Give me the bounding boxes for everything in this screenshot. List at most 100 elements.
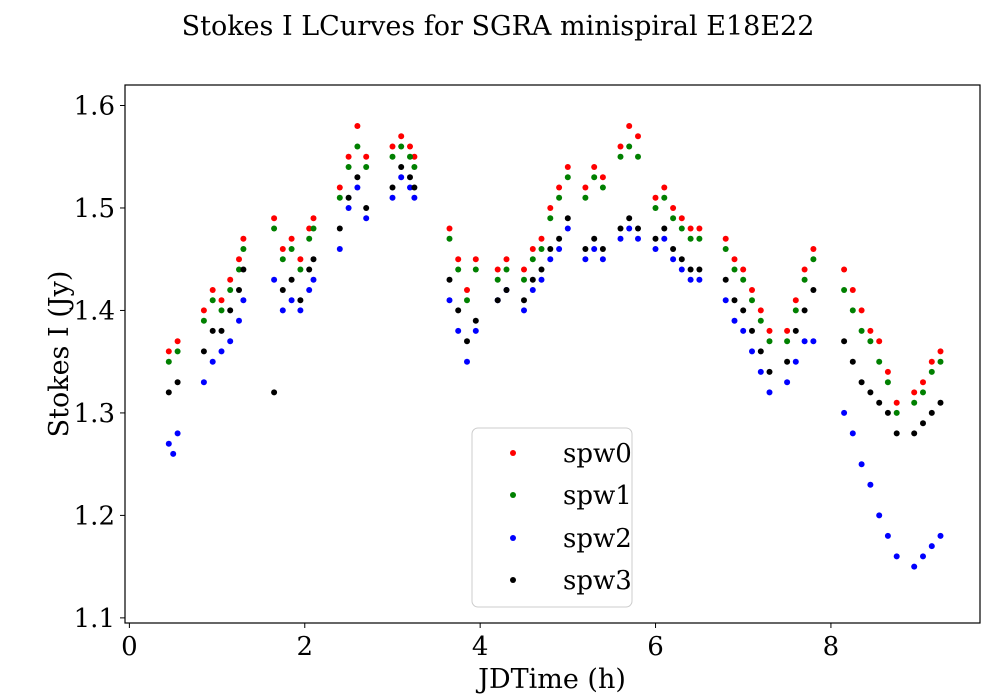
data-point-spw2 (591, 246, 598, 252)
data-point-spw2 (389, 194, 396, 201)
data-point-spw3 (582, 246, 589, 252)
data-point-spw0 (236, 256, 242, 263)
data-point-spw2 (876, 512, 883, 519)
y-tick-label: 1.2 (74, 501, 115, 531)
data-point-spw2 (652, 246, 659, 252)
data-point-spw0 (174, 338, 181, 345)
data-point-spw0 (810, 246, 817, 252)
data-point-spw1 (599, 184, 606, 191)
data-point-spw3 (494, 297, 501, 304)
y-axis-label: Stokes I (Jy) (44, 271, 75, 438)
data-point-spw1 (841, 287, 848, 293)
data-point-spw3 (288, 276, 295, 283)
data-point-spw0 (547, 205, 554, 211)
data-point-spw2 (792, 358, 799, 365)
data-point-spw1 (670, 215, 677, 222)
data-point-spw3 (218, 327, 225, 334)
data-point-spw0 (920, 379, 926, 386)
data-point-spw2 (617, 235, 624, 242)
data-point-spw0 (784, 327, 791, 334)
data-point-spw1 (722, 246, 729, 252)
data-point-spw3 (678, 256, 685, 263)
data-point-spw0 (227, 276, 234, 283)
data-point-spw1 (920, 389, 926, 396)
data-point-spw1 (784, 338, 791, 345)
data-point-spw1 (591, 174, 598, 181)
data-point-spw0 (271, 215, 278, 222)
data-point-spw2 (209, 358, 216, 365)
data-point-spw3 (858, 379, 865, 386)
data-point-spw0 (240, 235, 247, 242)
data-point-spw2 (556, 246, 563, 252)
data-point-spw3 (591, 235, 598, 242)
data-point-spw0 (766, 327, 773, 334)
data-point-spw0 (503, 256, 510, 263)
data-point-spw2 (696, 276, 703, 283)
data-point-spw0 (538, 235, 545, 242)
data-point-spw0 (297, 256, 304, 263)
data-point-spw3 (766, 368, 773, 375)
data-point-spw0 (928, 358, 935, 365)
data-point-spw3 (556, 235, 563, 242)
data-point-spw1 (696, 235, 703, 242)
data-point-spw1 (240, 246, 247, 252)
data-point-spw3 (521, 297, 527, 304)
data-point-spw1 (521, 276, 527, 283)
data-point-spw3 (937, 399, 944, 406)
data-point-spw2 (297, 307, 304, 314)
data-point-spw1 (271, 225, 278, 232)
data-point-spw2 (174, 430, 181, 437)
data-point-spw3 (849, 358, 856, 365)
data-point-spw0 (731, 256, 738, 263)
data-point-spw1 (354, 143, 361, 150)
data-point-spw3 (336, 225, 343, 232)
data-point-spw3 (446, 276, 453, 283)
data-point-spw0 (749, 287, 755, 293)
data-point-spw2 (363, 215, 370, 222)
data-point-spw2 (227, 338, 234, 345)
series-spw2 (165, 174, 944, 570)
data-point-spw1 (236, 266, 242, 273)
data-point-spw0 (218, 297, 225, 304)
data-point-spw3 (411, 184, 418, 191)
data-point-spw0 (740, 266, 747, 273)
legend-marker-spw0 (510, 450, 516, 456)
data-point-spw3 (810, 287, 817, 293)
data-point-spw0 (792, 297, 799, 304)
legend-label-spw0: spw0 (563, 439, 632, 469)
data-point-spw1 (209, 297, 216, 304)
data-point-spw2 (670, 256, 677, 263)
data-point-spw3 (841, 338, 848, 345)
data-point-spw0 (345, 153, 352, 160)
data-point-spw3 (635, 225, 641, 232)
data-point-spw1 (564, 174, 571, 181)
data-point-spw0 (529, 246, 536, 252)
data-point-spw2 (306, 287, 313, 293)
data-point-spw1 (749, 297, 755, 304)
data-point-spw1 (279, 256, 286, 263)
data-point-spw3 (310, 256, 317, 263)
data-point-spw3 (617, 225, 624, 232)
y-tick-label: 1.4 (74, 296, 115, 326)
data-point-spw0 (165, 348, 172, 355)
data-point-spw3 (876, 399, 883, 406)
data-point-spw0 (687, 225, 694, 232)
data-point-spw1 (529, 256, 536, 263)
data-point-spw0 (306, 225, 313, 232)
series-spw0 (165, 123, 944, 406)
data-point-spw2 (547, 256, 554, 263)
data-point-spw0 (336, 184, 343, 191)
legend-label-spw2: spw2 (563, 524, 632, 554)
data-point-spw2 (893, 553, 900, 560)
data-point-spw0 (582, 184, 589, 191)
data-point-spw1 (200, 317, 207, 324)
series-spw1 (165, 143, 944, 416)
data-point-spw0 (599, 174, 606, 181)
data-point-spw1 (389, 153, 396, 160)
data-point-spw2 (920, 553, 926, 560)
data-point-spw3 (209, 327, 216, 334)
data-point-spw2 (801, 338, 808, 345)
y-tick-label: 1.5 (74, 194, 115, 224)
data-point-spw3 (893, 430, 900, 437)
